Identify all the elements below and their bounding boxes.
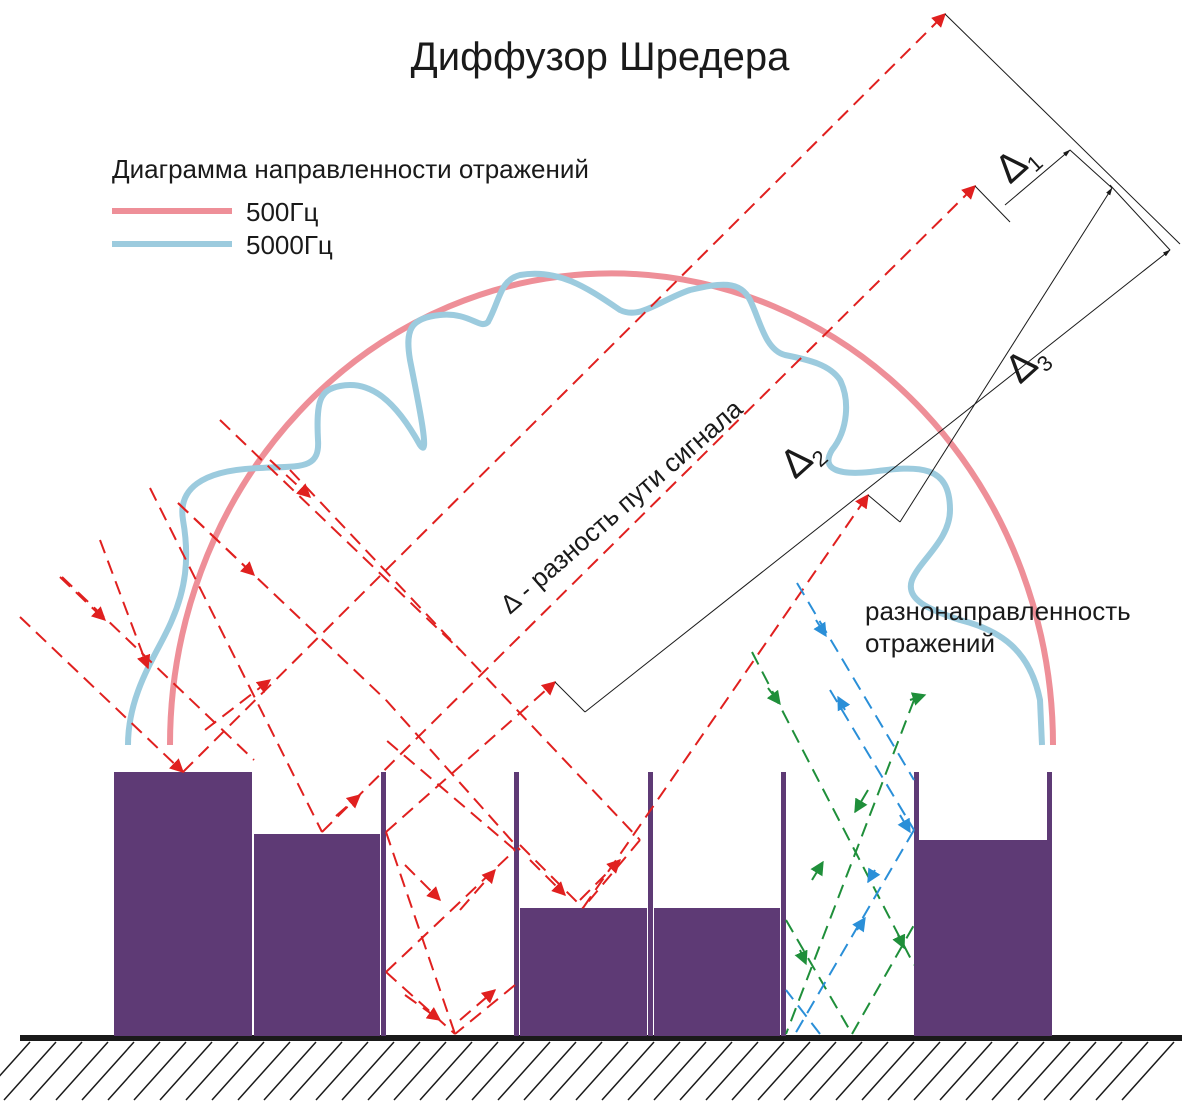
hatch-line <box>81 1041 135 1101</box>
legend: Диаграмма направленности отражений 500Гц… <box>112 154 589 260</box>
path-difference-label: Δ - разность пути сигнала <box>494 393 748 620</box>
hatch-line <box>731 1041 785 1101</box>
hatch-line <box>965 1041 1019 1101</box>
hatch-line <box>55 1041 109 1101</box>
legend-title: Диаграмма направленности отражений <box>112 154 589 184</box>
diffuser-blocks <box>116 772 1047 1036</box>
hatch-line <box>445 1041 499 1101</box>
svg-text:Δ3: Δ3 <box>997 333 1058 395</box>
hatch-line <box>575 1041 629 1101</box>
hatch-line <box>159 1041 213 1101</box>
hatch-line <box>237 1041 291 1101</box>
hatch-line <box>315 1041 369 1101</box>
svg-text:Δ2: Δ2 <box>772 428 833 490</box>
hatch-line <box>627 1041 681 1101</box>
hatch-line <box>835 1041 889 1101</box>
legend-label-500hz: 500Гц <box>246 197 318 227</box>
hatch-line <box>783 1041 837 1101</box>
diffuser-well-7 <box>918 840 1047 1036</box>
diffuser-well-4 <box>520 908 647 1036</box>
floor <box>0 1035 1182 1101</box>
diffuser-well-5 <box>654 908 780 1036</box>
hatch-line <box>341 1041 395 1101</box>
hatch-line <box>861 1041 915 1101</box>
delta-3-label: Δ3 <box>997 333 1058 395</box>
hatch-line <box>497 1041 551 1101</box>
svg-text:Δ - разность пути сигнала: Δ - разность пути сигнала <box>494 393 748 620</box>
green-rays <box>751 651 927 1035</box>
delta-2-label: Δ2 <box>772 428 833 490</box>
pattern-500hz-curve <box>167 270 1056 746</box>
hatch-line <box>289 1041 343 1101</box>
svg-text:Δ1: Δ1 <box>987 133 1048 195</box>
hatch-line <box>1095 1041 1149 1101</box>
hatch-line <box>757 1041 811 1101</box>
incident-rays <box>19 419 641 851</box>
hatch-line <box>471 1041 525 1101</box>
hatch-line <box>419 1041 473 1101</box>
hatch-line <box>0 1041 31 1077</box>
legend-label-5000hz: 5000Гц <box>246 230 333 260</box>
diffuser-well-2 <box>254 834 380 1036</box>
hatch-line <box>29 1041 83 1101</box>
diagram-title: Диффузор Шредера <box>411 35 790 79</box>
hatch-line <box>679 1041 733 1101</box>
hatch-line <box>1121 1041 1175 1101</box>
hatch-line <box>1043 1041 1097 1101</box>
hatch-line <box>809 1041 863 1101</box>
hatch-line <box>549 1041 603 1101</box>
hatch-line <box>133 1041 187 1101</box>
hatch-line <box>107 1041 161 1101</box>
multidirectional-label-line1: разнонаправленность <box>865 596 1131 626</box>
hatch-line <box>705 1041 759 1101</box>
hatch-line <box>653 1041 707 1101</box>
hatch-line <box>1017 1041 1071 1101</box>
hatch-line <box>913 1041 967 1101</box>
hatch-line <box>367 1041 421 1101</box>
hatch-line <box>887 1041 941 1101</box>
diffuser-well-1 <box>116 772 248 1036</box>
pattern-5000hz-curve <box>125 270 1045 746</box>
hatch-line <box>211 1041 265 1101</box>
floor-hatching <box>0 1041 1175 1101</box>
reflected-rays <box>182 13 976 1035</box>
diffuser-fins <box>114 772 1052 1036</box>
dimension-lines <box>554 13 1181 713</box>
hatch-line <box>523 1041 577 1101</box>
blue-rays <box>785 582 915 1035</box>
hatch-line <box>1069 1041 1123 1101</box>
hatch-line <box>263 1041 317 1101</box>
delta-1-label: Δ1 <box>987 133 1048 195</box>
hatch-line <box>939 1041 993 1101</box>
hatch-line <box>3 1041 57 1101</box>
hatch-line <box>991 1041 1045 1101</box>
hatch-line <box>393 1041 447 1101</box>
hatch-line <box>601 1041 655 1101</box>
multidirectional-label-line2: отражений <box>865 628 995 658</box>
hatch-line <box>185 1041 239 1101</box>
